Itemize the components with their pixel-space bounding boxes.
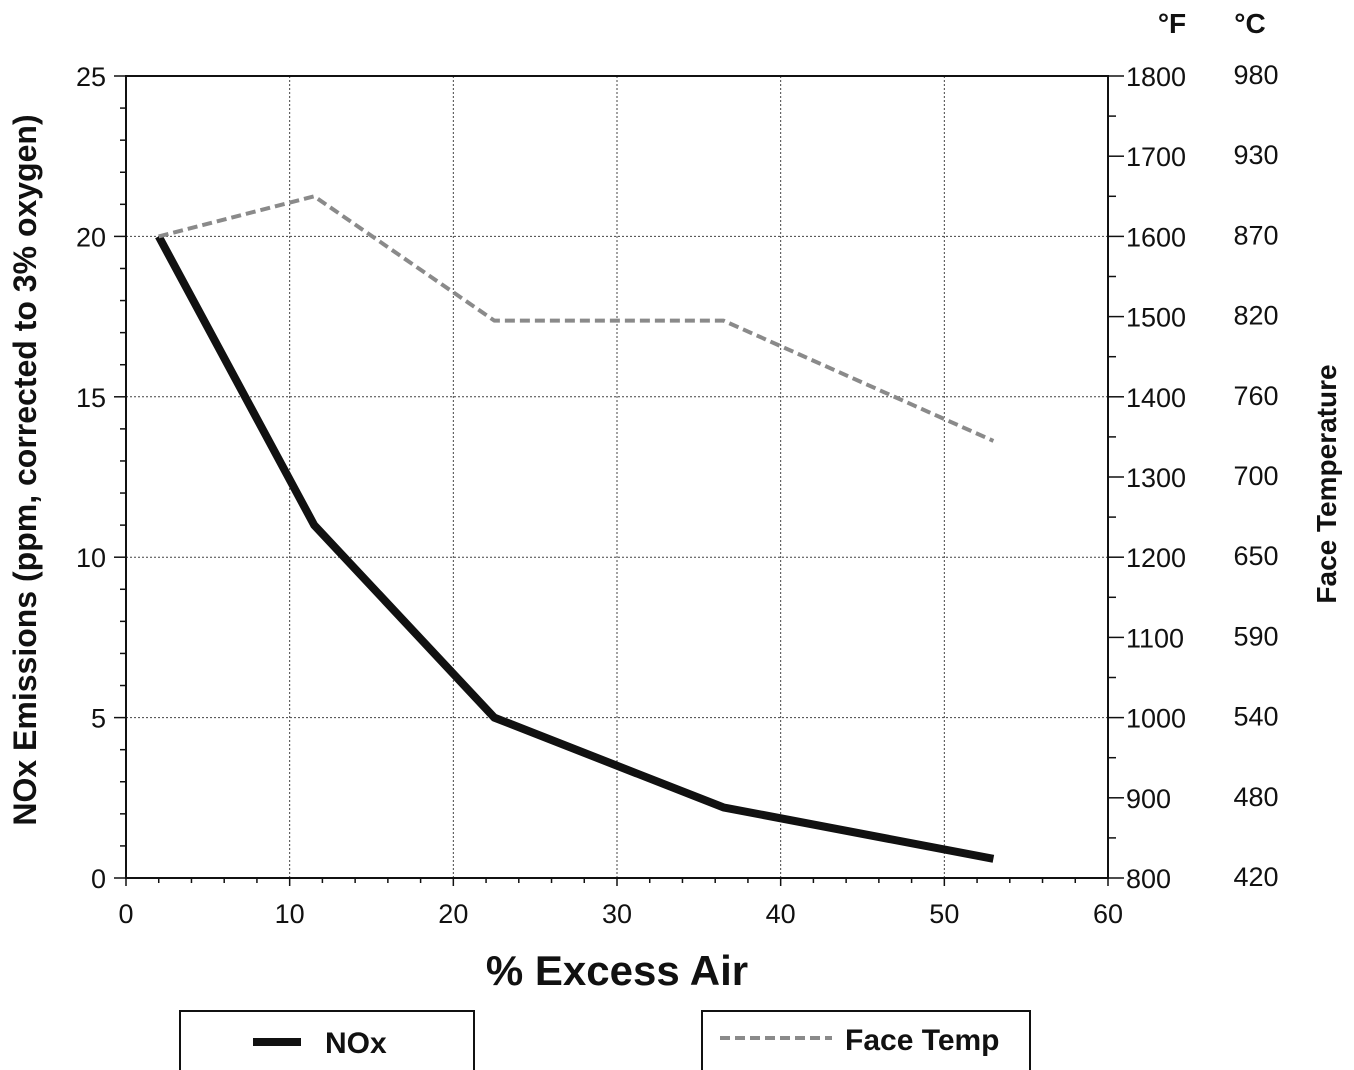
legend-nox-box	[179, 1010, 475, 1070]
y2-tick-label-c: 980	[1233, 60, 1278, 90]
y2-tick-label-c: 420	[1233, 862, 1278, 892]
y2-tick-label-f: 1800	[1126, 62, 1186, 92]
x-tick-label: 30	[602, 899, 632, 929]
x-tick-label: 10	[275, 899, 305, 929]
y2-tick-label-f: 800	[1126, 864, 1171, 894]
y2-tick-label-f: 1000	[1126, 704, 1186, 734]
y2-tick-label-f: 1500	[1126, 303, 1186, 333]
y-tick-label: 0	[91, 864, 106, 894]
y2-tick-label-c: 590	[1233, 621, 1278, 651]
y-tick-label: 15	[76, 383, 106, 413]
y2-tick-label-f: 900	[1126, 784, 1171, 814]
y2-unit-celsius: °C	[1234, 8, 1265, 39]
y-tick-label: 20	[76, 222, 106, 252]
legend-face-temp: Face Temp	[701, 1010, 1031, 1070]
series-line-face-temp	[158, 194, 995, 443]
legend-nox-label: NOx	[325, 1027, 387, 1060]
axis-ticks	[114, 75, 1124, 886]
y2-tick-label-c: 650	[1233, 541, 1278, 571]
y2-unit-fahrenheit: °F	[1158, 8, 1186, 39]
y-tick-label: 10	[76, 543, 106, 573]
x-tick-label: 20	[438, 899, 468, 929]
x-tick-label: 0	[118, 899, 133, 929]
y2-tick-label-c: 930	[1233, 140, 1278, 170]
y2-axis-title: Face Temperature	[1311, 364, 1342, 603]
y2-tick-label-f: 1700	[1126, 142, 1186, 172]
y2-tick-label-f: 1300	[1126, 463, 1186, 493]
y2-tick-label-f: 1600	[1126, 222, 1186, 252]
legend-face-temp-box	[701, 1010, 1031, 1070]
tick-labels: 0 10 20 30 40 50 60 0 5 10 15 20 25 800 420 900 480 1000 5…	[76, 60, 1279, 929]
y2-tick-label-c: 870	[1233, 220, 1278, 250]
x-axis-title: % Excess Air	[486, 947, 748, 994]
y-axis-title: NOx Emissions (ppm, corrected to 3% oxyg…	[7, 114, 43, 825]
y-tick-label: 25	[76, 62, 106, 92]
y2-tick-label-c: 480	[1233, 782, 1278, 812]
grid-lines	[126, 76, 1108, 878]
x-tick-label: 50	[929, 899, 959, 929]
x-tick-label: 40	[766, 899, 796, 929]
series-line-nox	[155, 234, 995, 863]
legend-face-temp-label: Face Temp	[845, 1024, 1000, 1057]
legend-nox: NOx	[179, 1010, 475, 1070]
x-tick-label: 60	[1093, 899, 1123, 929]
y2-tick-label-c: 820	[1233, 301, 1278, 331]
y2-tick-label-c: 700	[1233, 461, 1278, 491]
y2-tick-label-f: 1200	[1126, 543, 1186, 573]
y-tick-label: 5	[91, 704, 106, 734]
series-layer	[155, 194, 995, 863]
y2-tick-label-f: 1100	[1126, 623, 1184, 653]
y2-tick-label-f: 1400	[1126, 383, 1186, 413]
y2-tick-label-c: 760	[1233, 381, 1278, 411]
y2-tick-label-c: 540	[1233, 702, 1278, 732]
